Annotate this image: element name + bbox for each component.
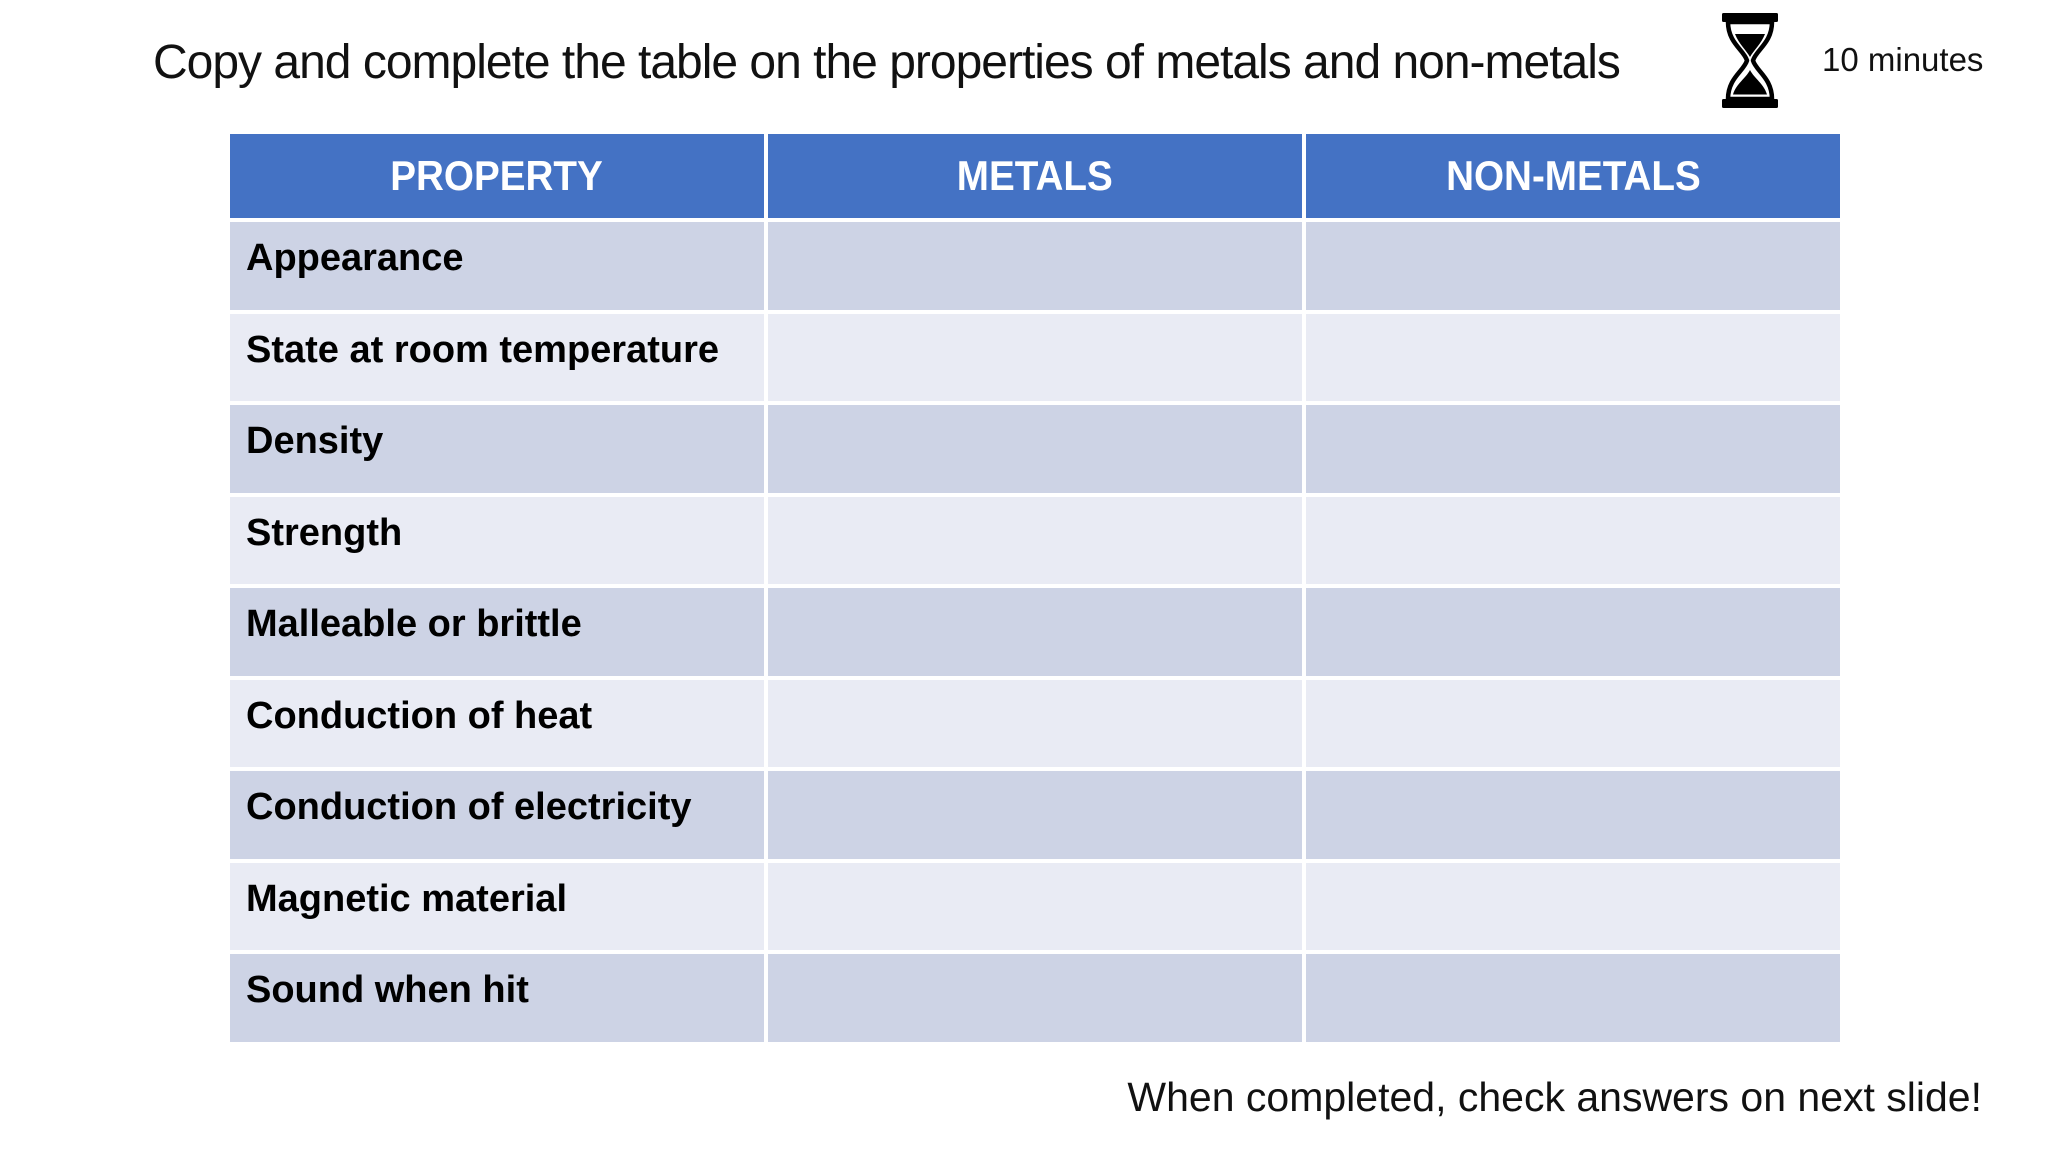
property-cell: Malleable or brittle — [226, 584, 768, 680]
nonmetals-cell — [1302, 401, 1844, 497]
table-row: State at room temperature — [226, 309, 1844, 405]
property-cell: Appearance — [226, 218, 768, 314]
properties-table-body: Appearance State at room temperature Densi… — [226, 218, 1844, 1046]
metals-cell — [764, 584, 1306, 680]
table-row: Malleable or brittle — [226, 584, 1844, 680]
property-cell: Conduction of heat — [226, 675, 768, 771]
timer-label: 10 minutes — [1822, 41, 1984, 78]
table-row: Conduction of electricity — [226, 767, 1844, 863]
table-row: Appearance — [226, 218, 1844, 314]
metals-cell — [764, 767, 1306, 863]
property-cell: Magnetic material — [226, 858, 768, 954]
timer: 10 minutes — [1720, 12, 1983, 108]
metals-cell — [764, 950, 1306, 1046]
table-row: Magnetic material — [226, 858, 1844, 954]
hourglass-icon — [1720, 12, 1780, 108]
table-row: Sound when hit — [226, 950, 1844, 1046]
metals-cell — [764, 309, 1306, 405]
metals-cell — [764, 858, 1306, 954]
header-metals: METALS — [764, 130, 1306, 222]
header-property: PROPERTY — [226, 130, 768, 222]
nonmetals-cell — [1302, 309, 1844, 405]
metals-cell — [764, 218, 1306, 314]
property-cell: Conduction of electricity — [226, 767, 768, 863]
nonmetals-cell — [1302, 675, 1844, 771]
nonmetals-cell — [1302, 767, 1844, 863]
slide-title: Copy and complete the table on the prope… — [153, 36, 1621, 89]
property-cell: State at room temperature — [226, 309, 768, 405]
property-cell: Strength — [226, 492, 768, 588]
property-cell: Density — [226, 401, 768, 497]
nonmetals-cell — [1302, 218, 1844, 314]
nonmetals-cell — [1302, 950, 1844, 1046]
properties-table: PROPERTY METALS NON-METALS Appearance Sta… — [226, 130, 1844, 1046]
table-row: Conduction of heat — [226, 675, 1844, 771]
table-header-row: PROPERTY METALS NON-METALS — [226, 130, 1844, 222]
nonmetals-cell — [1302, 858, 1844, 954]
table-row: Density — [226, 401, 1844, 497]
property-cell: Sound when hit — [226, 950, 768, 1046]
table-row: Strength — [226, 492, 1844, 588]
metals-cell — [764, 401, 1306, 497]
metals-cell — [764, 675, 1306, 771]
footer-note: When completed, check answers on next sl… — [1127, 1074, 1982, 1120]
metals-cell — [764, 492, 1306, 588]
nonmetals-cell — [1302, 492, 1844, 588]
nonmetals-cell — [1302, 584, 1844, 680]
header-non-metals: NON-METALS — [1302, 130, 1844, 222]
